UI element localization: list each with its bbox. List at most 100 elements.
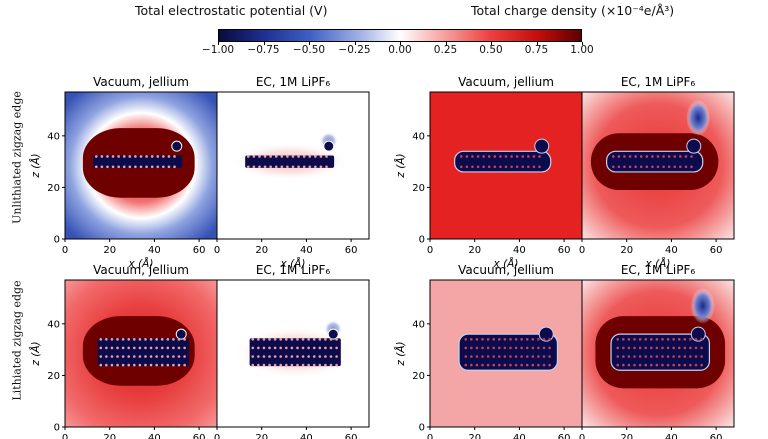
lattice-atom xyxy=(257,355,260,358)
lattice-atom xyxy=(525,355,529,358)
lattice-atom xyxy=(645,165,649,169)
lattice-atom xyxy=(537,346,540,350)
lattice-atom xyxy=(492,363,496,367)
x-axis-label: x (Å) xyxy=(128,257,154,270)
lattice-atom xyxy=(690,165,693,169)
x-tick-label: 40 xyxy=(148,433,161,439)
x-tick-label: 40 xyxy=(665,245,678,256)
lattice-atom xyxy=(622,355,625,358)
lattice-atom xyxy=(268,355,271,358)
lattice-atom xyxy=(122,155,126,158)
colorbar-tick-label: −1.00 xyxy=(201,44,235,56)
lattice-atom xyxy=(307,363,310,367)
panel-title: Vacuum, jellium xyxy=(458,263,554,277)
electrode-slab xyxy=(458,333,559,371)
lattice-atom xyxy=(542,363,546,367)
lattice-atom xyxy=(465,165,469,169)
lattice-atom xyxy=(273,363,277,367)
lattice-atom xyxy=(514,346,518,350)
lattice-atom xyxy=(160,355,164,358)
lattice-atom xyxy=(470,363,473,367)
lattice-atom xyxy=(649,338,653,341)
lattice-atom xyxy=(548,355,551,358)
lattice-atom xyxy=(149,363,153,367)
lattice-atom xyxy=(689,346,692,350)
lattice-atom xyxy=(127,338,131,341)
lattice-atom xyxy=(471,155,474,158)
lattice-atom xyxy=(639,165,643,169)
x-tick-label: 40 xyxy=(148,245,161,256)
lattice-atom xyxy=(111,165,115,169)
lattice-atom xyxy=(172,338,175,341)
lattice-atom xyxy=(166,346,170,350)
lattice-atom xyxy=(307,338,310,341)
lattice-atom xyxy=(476,165,480,169)
lattice-atom xyxy=(475,338,479,341)
lattice-atom xyxy=(683,363,687,367)
lattice-atom xyxy=(99,338,103,341)
lattice-atom xyxy=(246,155,250,158)
edge-atom xyxy=(323,140,335,152)
lattice-atom xyxy=(134,155,137,158)
lattice-atom xyxy=(531,338,535,341)
lattice-atom xyxy=(290,346,294,350)
lattice-atom xyxy=(673,155,677,158)
lattice-atom xyxy=(497,338,501,341)
lattice-atom xyxy=(662,155,665,158)
lattice-atom xyxy=(633,346,636,350)
colorbar-tick-mark xyxy=(582,42,583,45)
lattice-atom xyxy=(616,355,620,358)
electrode-slab xyxy=(245,155,335,168)
lattice-atom xyxy=(329,363,333,367)
lattice-atom xyxy=(661,346,664,350)
lattice-atom xyxy=(503,338,507,341)
lattice-atom xyxy=(470,338,473,341)
lattice-atom xyxy=(493,155,497,158)
edge-atom xyxy=(327,328,339,340)
lattice-atom xyxy=(504,155,508,158)
colorbar-tick-mark xyxy=(309,42,310,45)
lattice-atom xyxy=(464,355,468,358)
lattice-atom xyxy=(155,355,158,358)
x-axis-label: x (Å) xyxy=(493,257,519,270)
lattice-atom xyxy=(538,155,541,158)
lattice-atom xyxy=(132,355,136,358)
lattice-atom xyxy=(314,165,317,169)
lattice-atom xyxy=(679,155,682,158)
lattice-atom xyxy=(627,363,631,367)
lattice-atom xyxy=(167,155,171,158)
x-tick-label: 0 xyxy=(214,245,220,256)
lattice-atom xyxy=(531,363,535,367)
lattice-atom xyxy=(132,338,136,341)
lattice-atom xyxy=(105,338,108,341)
x-tick-label: 20 xyxy=(255,433,268,439)
lattice-atom xyxy=(335,338,338,341)
panel-frame xyxy=(581,91,735,240)
lattice-atom xyxy=(542,346,546,350)
lattice-atom xyxy=(262,355,266,358)
x-tick-label: 60 xyxy=(345,245,358,256)
lattice-atom xyxy=(286,165,289,169)
lattice-atom xyxy=(623,165,626,169)
panel-title: EC, 1M LiPF₆ xyxy=(256,263,331,277)
lattice-atom xyxy=(667,155,671,158)
x-axis-label: x (Å) xyxy=(645,257,671,270)
lattice-atom xyxy=(257,363,260,367)
lattice-atom xyxy=(106,165,109,169)
lattice-atom xyxy=(666,338,670,341)
lattice-atom xyxy=(325,165,328,169)
edge-atom xyxy=(538,326,554,342)
lattice-atom xyxy=(258,165,261,169)
x-axis-label: x (Å) xyxy=(280,257,306,270)
y-tick-label: 20 xyxy=(47,371,60,382)
y-tick-label: 40 xyxy=(412,131,425,142)
lattice-atom xyxy=(258,155,261,158)
lattice-atom xyxy=(527,155,530,158)
lattice-atom xyxy=(666,363,670,367)
panel-frame xyxy=(581,279,735,428)
lattice-atom xyxy=(684,165,688,169)
lattice-atom xyxy=(116,346,119,350)
lattice-atom xyxy=(634,165,637,169)
panel-content xyxy=(65,280,217,427)
lattice-atom xyxy=(257,338,260,341)
